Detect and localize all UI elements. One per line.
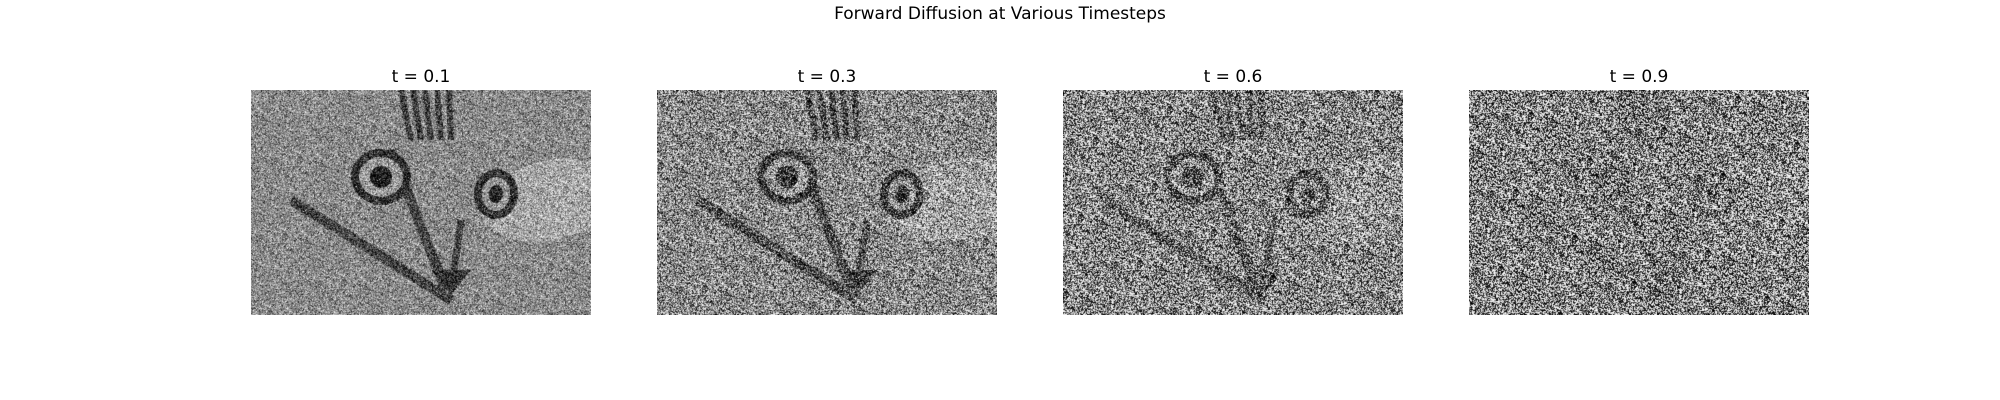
panel-t-0-1: t = 0.1 [251, 66, 591, 315]
noisy-cat-image [1063, 90, 1403, 315]
panel-title: t = 0.3 [797, 67, 857, 87]
noisy-cat-image [251, 90, 591, 315]
panel-title: t = 0.9 [1609, 67, 1669, 87]
noisy-cat-image [657, 90, 997, 315]
figure-title: Forward Diffusion at Various Timesteps [834, 4, 1166, 24]
noisy-cat-image [1469, 90, 1809, 315]
panel-t-0-9: t = 0.9 [1469, 66, 1809, 315]
panel-title: t = 0.1 [391, 67, 451, 87]
panel-t-0-3: t = 0.3 [657, 66, 997, 315]
panel-t-0-6: t = 0.6 [1063, 66, 1403, 315]
panel-title: t = 0.6 [1203, 67, 1263, 87]
